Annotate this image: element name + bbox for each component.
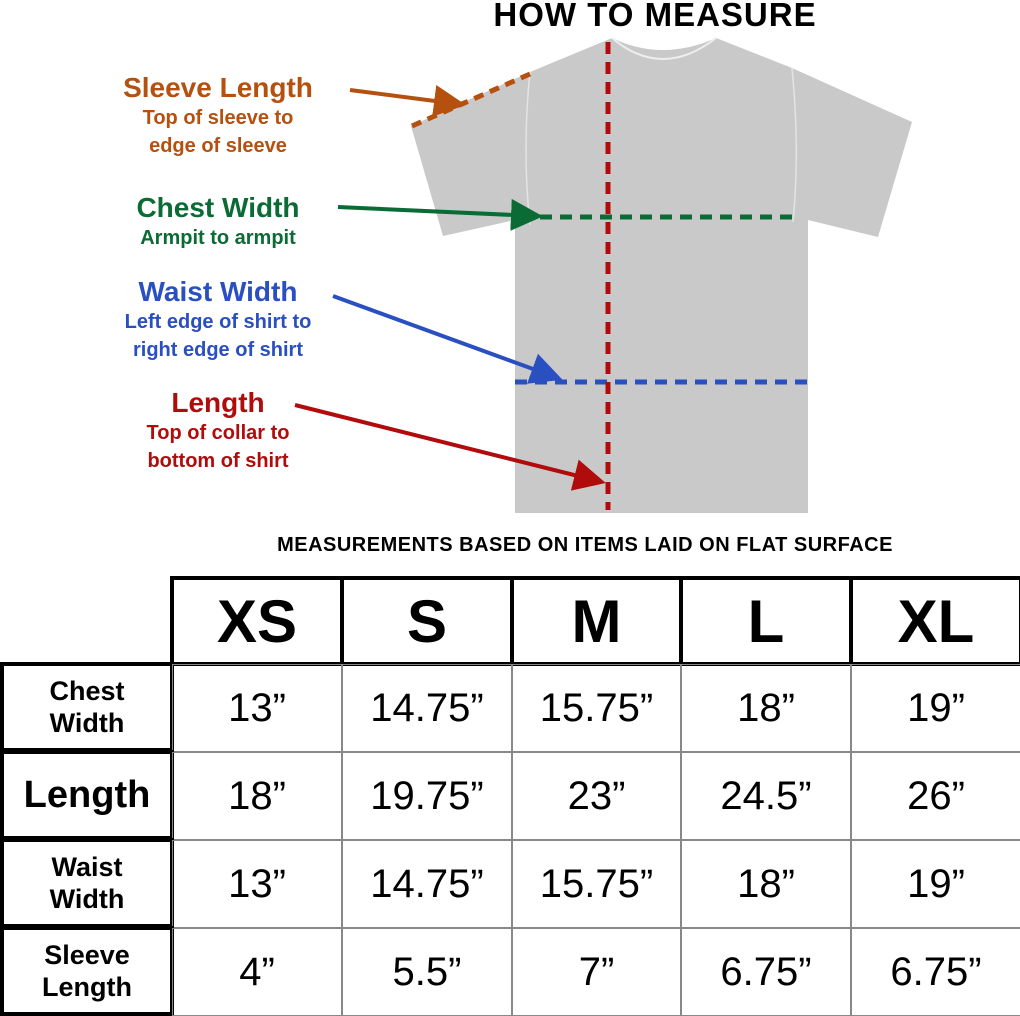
- size-header-xs: XS: [170, 576, 344, 666]
- tshirt-diagram: [294, 37, 912, 513]
- table-cell: 18”: [681, 664, 851, 752]
- table-cell: 13”: [172, 840, 342, 928]
- table-cell: 18”: [172, 752, 342, 840]
- table-cell: 14.75”: [342, 664, 512, 752]
- table-cell: 24.5”: [681, 752, 851, 840]
- table-cell: 19”: [851, 664, 1020, 752]
- tshirt-shape: [411, 38, 912, 513]
- row-header: Length: [0, 750, 174, 840]
- table-cell: 15.75”: [512, 840, 681, 928]
- label-chest-width: Chest Width Armpit to armpit: [136, 192, 300, 249]
- row-header: Waist Width: [0, 838, 174, 928]
- table-cell: 19.75”: [342, 752, 512, 840]
- waist-arrow-icon: [332, 294, 563, 384]
- table-cell: 6.75”: [851, 928, 1020, 1016]
- chest-arrow-icon: [337, 198, 543, 231]
- length-arrow-icon: [294, 403, 606, 491]
- label-sleeve-length: Sleeve Length Top of sleeve to edge of s…: [123, 72, 313, 157]
- page-title: HOW TO MEASURE: [493, 0, 817, 33]
- table-cell: 5.5”: [342, 928, 512, 1016]
- size-header-m: M: [510, 576, 683, 666]
- label-waist-width: Waist Width Left edge of shirt to right …: [124, 276, 312, 361]
- table-cell: 26”: [851, 752, 1020, 840]
- size-header-xl: XL: [849, 576, 1020, 666]
- table-cell: 18”: [681, 840, 851, 928]
- size-header-s: S: [340, 576, 514, 666]
- table-cell: 13”: [172, 664, 342, 752]
- table-cell: 15.75”: [512, 664, 681, 752]
- sleeve-measure-line: [410, 71, 532, 129]
- table-cell: 19”: [851, 840, 1020, 928]
- measurement-note: MEASUREMENTS BASED ON ITEMS LAID ON FLAT…: [277, 534, 893, 556]
- row-header: Sleeve Length: [0, 926, 174, 1016]
- table-cell: 4”: [172, 928, 342, 1016]
- label-length: Length Top of collar to bottom of shirt: [146, 387, 290, 472]
- table-cell: 23”: [512, 752, 681, 840]
- size-header-l: L: [679, 576, 853, 666]
- row-header: Chest Width: [0, 662, 174, 752]
- sleeve-arrow-icon: [349, 85, 466, 117]
- table-cell: 14.75”: [342, 840, 512, 928]
- table-cell: 6.75”: [681, 928, 851, 1016]
- table-cell: 7”: [512, 928, 681, 1016]
